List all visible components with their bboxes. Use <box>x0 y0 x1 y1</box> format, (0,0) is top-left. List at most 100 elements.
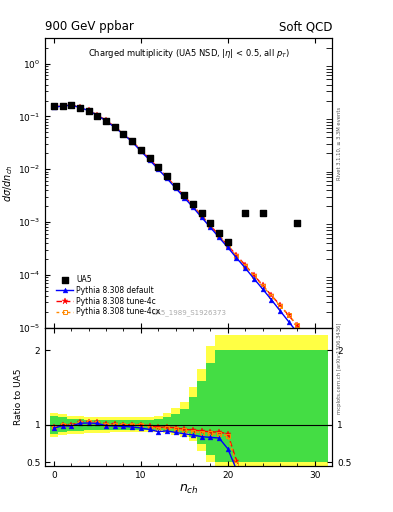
Text: Soft QCD: Soft QCD <box>279 20 332 33</box>
Legend: UA5, Pythia 8.308 default, Pythia 8.308 tune-4c, Pythia 8.308 tune-4cx: UA5, Pythia 8.308 default, Pythia 8.308 … <box>55 273 162 318</box>
UA5 <box>59 101 66 110</box>
Pythia 8.308 tune-4cx <box>252 273 256 279</box>
Pythia 8.308 default <box>104 118 108 124</box>
UA5 <box>242 209 248 218</box>
Pythia 8.308 default <box>243 265 248 271</box>
Pythia 8.308 tune-4cx <box>312 343 317 349</box>
UA5 <box>294 219 301 227</box>
UA5 <box>51 102 57 111</box>
Y-axis label: Ratio to UA5: Ratio to UA5 <box>14 369 23 425</box>
Pythia 8.308 default <box>156 166 161 172</box>
Pythia 8.308 default <box>165 175 169 181</box>
Pythia 8.308 tune-4c <box>269 292 274 298</box>
Pythia 8.308 tune-4cx <box>130 138 134 144</box>
Pythia 8.308 default <box>217 234 221 241</box>
Pythia 8.308 tune-4cx <box>295 323 300 329</box>
UA5 <box>181 190 187 199</box>
Pythia 8.308 tune-4c <box>191 202 195 208</box>
Pythia 8.308 tune-4cx <box>165 174 169 180</box>
Pythia 8.308 tune-4c <box>86 108 91 114</box>
Pythia 8.308 tune-4cx <box>138 147 143 153</box>
Pythia 8.308 default <box>182 195 187 201</box>
Pythia 8.308 tune-4c <box>277 302 282 308</box>
Pythia 8.308 tune-4cx <box>104 118 108 124</box>
Pythia 8.308 tune-4c <box>121 131 126 137</box>
Pythia 8.308 tune-4cx <box>269 293 274 299</box>
Pythia 8.308 tune-4cx <box>95 112 100 118</box>
Y-axis label: $d\sigma/dn_{ch}$: $d\sigma/dn_{ch}$ <box>1 164 15 202</box>
Pythia 8.308 tune-4c <box>295 323 300 329</box>
Pythia 8.308 tune-4c <box>69 102 73 108</box>
Pythia 8.308 tune-4c <box>51 104 56 110</box>
Pythia 8.308 tune-4c <box>312 343 317 349</box>
Pythia 8.308 default <box>191 204 195 210</box>
Pythia 8.308 tune-4cx <box>156 165 161 172</box>
Pythia 8.308 default <box>60 103 65 109</box>
Pythia 8.308 default <box>304 340 309 347</box>
Pythia 8.308 tune-4cx <box>260 283 265 289</box>
Pythia 8.308 tune-4cx <box>226 243 230 249</box>
Pythia 8.308 default <box>147 157 152 163</box>
Pythia 8.308 default <box>112 124 117 131</box>
Pythia 8.308 tune-4c <box>252 272 256 278</box>
Pythia 8.308 tune-4c <box>234 252 239 258</box>
UA5 <box>216 229 222 237</box>
UA5 <box>129 137 135 145</box>
Pythia 8.308 tune-4c <box>104 117 108 123</box>
Pythia 8.308 default <box>173 185 178 191</box>
UA5 <box>190 200 196 208</box>
Pythia 8.308 default <box>138 148 143 154</box>
Pythia 8.308 default <box>199 215 204 221</box>
UA5 <box>120 130 127 138</box>
UA5 <box>138 146 144 154</box>
Pythia 8.308 tune-4cx <box>286 312 291 318</box>
Pythia 8.308 default <box>130 139 134 145</box>
Pythia 8.308 tune-4cx <box>277 303 282 309</box>
UA5 <box>112 123 118 131</box>
Pythia 8.308 tune-4cx <box>112 124 117 130</box>
Pythia 8.308 tune-4cx <box>208 223 213 229</box>
Pythia 8.308 default <box>51 104 56 111</box>
Pythia 8.308 tune-4c <box>199 212 204 219</box>
Pythia 8.308 tune-4cx <box>243 263 248 269</box>
Pythia 8.308 tune-4cx <box>217 233 221 239</box>
UA5 <box>94 112 101 120</box>
Pythia 8.308 default <box>312 352 317 358</box>
Pythia 8.308 tune-4cx <box>191 203 195 209</box>
Pythia 8.308 tune-4c <box>156 165 161 171</box>
Pythia 8.308 tune-4c <box>304 333 309 339</box>
Pythia 8.308 tune-4c <box>165 174 169 180</box>
Pythia 8.308 tune-4cx <box>69 102 73 108</box>
Pythia 8.308 tune-4c <box>130 138 134 144</box>
Pythia 8.308 tune-4cx <box>173 184 178 190</box>
UA5 <box>225 239 231 247</box>
Pythia 8.308 default <box>295 330 300 336</box>
Pythia 8.308 default <box>69 102 73 109</box>
Pythia 8.308 tune-4c <box>286 312 291 318</box>
Pythia 8.308 default <box>260 286 265 292</box>
UA5 <box>155 163 162 171</box>
Line: Pythia 8.308 tune-4c: Pythia 8.308 tune-4c <box>50 101 318 349</box>
Pythia 8.308 tune-4c <box>208 222 213 228</box>
Pythia 8.308 tune-4cx <box>86 108 91 114</box>
UA5 <box>259 209 266 218</box>
X-axis label: $n_{ch}$: $n_{ch}$ <box>179 482 198 496</box>
Pythia 8.308 tune-4c <box>147 156 152 162</box>
Pythia 8.308 default <box>121 131 126 137</box>
Pythia 8.308 default <box>286 318 291 325</box>
Pythia 8.308 tune-4cx <box>304 333 309 339</box>
Pythia 8.308 tune-4cx <box>147 156 152 162</box>
Text: UA5_1989_S1926373: UA5_1989_S1926373 <box>151 309 226 316</box>
Pythia 8.308 tune-4c <box>138 147 143 153</box>
Text: mcplots.cern.ch [arXiv:1306.3436]: mcplots.cern.ch [arXiv:1306.3436] <box>337 323 342 414</box>
Pythia 8.308 tune-4c <box>77 104 82 110</box>
UA5 <box>207 219 213 227</box>
Line: Pythia 8.308 tune-4cx: Pythia 8.308 tune-4cx <box>51 103 317 348</box>
UA5 <box>77 104 83 112</box>
Pythia 8.308 tune-4c <box>243 262 248 268</box>
Pythia 8.308 tune-4cx <box>199 213 204 219</box>
Pythia 8.308 tune-4c <box>182 193 187 199</box>
Pythia 8.308 default <box>208 224 213 230</box>
UA5 <box>173 181 179 189</box>
Pythia 8.308 tune-4c <box>173 183 178 189</box>
